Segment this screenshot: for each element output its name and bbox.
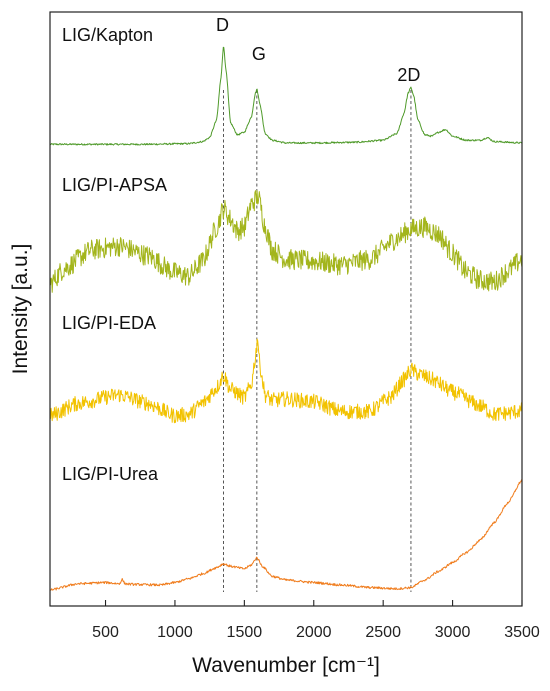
spectrum-line (49, 338, 523, 424)
x-tick-label: 2000 (296, 624, 332, 641)
peak-label: 2D (397, 65, 420, 85)
series-label: LIG/Kapton (62, 25, 153, 45)
x-axis-label: Wavenumber [cm⁻¹] (192, 654, 380, 677)
x-tick-label: 1500 (227, 624, 263, 641)
series-label: LIG/PI-EDA (62, 313, 156, 333)
x-tick-label: 500 (92, 624, 119, 641)
series-label: LIG/PI-APSA (62, 175, 167, 195)
peak-label: G (252, 44, 266, 64)
x-tick-label: 3500 (504, 624, 540, 641)
x-tick-label: 3000 (435, 624, 471, 641)
spectrum-line (49, 479, 523, 591)
spectrum-line (49, 46, 523, 146)
peak-label: D (216, 15, 229, 35)
peak-marker-lines (223, 90, 412, 592)
y-axis-label: Intensity [a.u.] (9, 244, 32, 375)
spectrum-line (49, 190, 523, 293)
spectra-series-group (49, 46, 523, 591)
x-axis-ticks: 500 1000 1500 2000 2500 3000 3500 (92, 600, 540, 641)
plot-area-frame (49, 11, 523, 607)
x-tick-label: 2500 (365, 624, 401, 641)
text-labels: LIG/Kapton LIG/PI-APSA LIG/PI-EDA LIG/PI-Ur… (62, 15, 420, 484)
series-label: LIG/PI-Urea (62, 464, 159, 484)
x-tick-label: 1000 (157, 624, 193, 641)
